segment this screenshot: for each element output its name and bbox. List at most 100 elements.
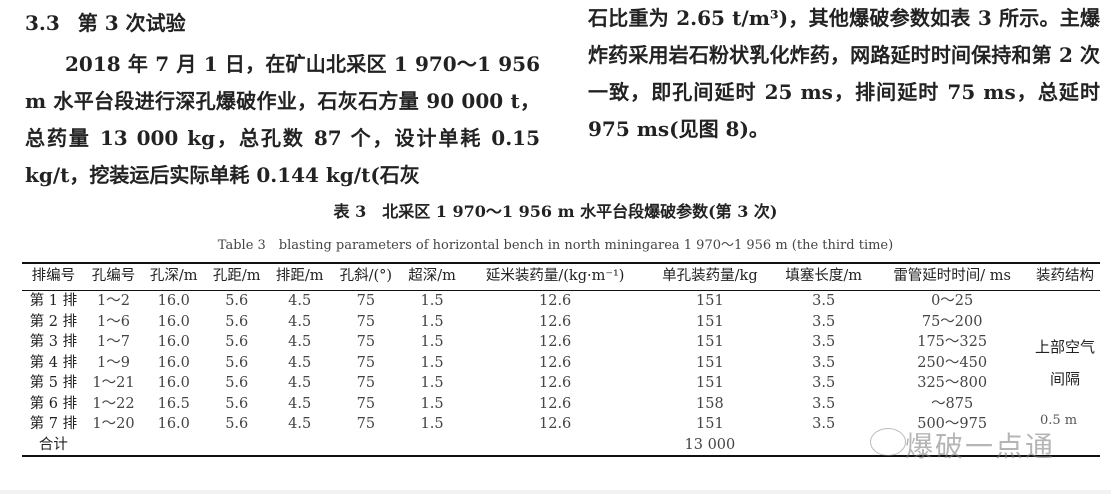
- column-header: 孔距/m: [205, 263, 269, 291]
- table-header-row: 排编号 孔编号 孔深/m 孔距/m 排距/m 孔斜/(°) 超深/m 延米装药量/(kg·m⁻…: [22, 263, 1100, 291]
- table-cell: 第 3 排: [29, 334, 78, 350]
- table-cell: [773, 435, 874, 457]
- table-cell: 1.5: [420, 395, 444, 412]
- column-header: 雷管延时时间/ ms: [874, 263, 1030, 291]
- table-cell: 4.5: [288, 354, 312, 371]
- table-row: 第 2 排 1～6 16.0 5.6 4.5 75 1.5 12.6 151 3.5 75～200: [22, 312, 1100, 333]
- column-header: 孔编号: [84, 263, 143, 291]
- table-cell: 12.6: [539, 416, 572, 432]
- table-cell: 1.5: [420, 293, 444, 309]
- table-cell: [85, 435, 143, 457]
- column-header: 装药结构: [1030, 263, 1100, 291]
- column-header: 超深/m: [400, 263, 464, 291]
- table-cell: 75: [356, 293, 376, 309]
- table-cell: 3.5: [812, 395, 836, 412]
- table-cell: 12.6: [539, 354, 572, 371]
- column-header: 延米装药量/(kg·m⁻¹): [463, 263, 647, 291]
- table-cell: 1～20: [92, 416, 135, 432]
- table-cell: 175～325: [917, 334, 988, 350]
- table-cell: 3.5: [812, 416, 836, 432]
- table-cell: 1～9: [97, 354, 130, 371]
- table-cell: 1～7: [97, 334, 130, 350]
- table-cell: 75: [356, 395, 376, 412]
- table-cell: 4.5: [288, 334, 312, 350]
- table-cell: 13 000: [684, 436, 736, 453]
- table-cell: 第 7 排: [29, 416, 78, 432]
- table-caption-en: Table 3 blasting parameters of horizonta…: [217, 238, 894, 253]
- table-cell: 12.6: [539, 375, 572, 391]
- table-cell: 5.6: [225, 313, 249, 330]
- table-cell: 151: [696, 354, 724, 371]
- table-cell: 5.6: [225, 375, 249, 391]
- table-cell: [268, 435, 331, 457]
- table-row: 第 6 排 1～22 16.5 5.6 4.5 75 1.5 12.6 158 3.5 ～875: [22, 394, 1100, 415]
- watermark-logo: 爆破一点通: [905, 430, 1056, 463]
- table-cell: 12.6: [539, 395, 572, 412]
- blasting-parameters-table: 排编号 孔编号 孔深/m 孔距/m 排距/m 孔斜/(°) 超深/m 延米装药量/(kg·m⁻…: [22, 262, 1100, 457]
- table-cell: 151: [696, 334, 724, 350]
- table-cell: 5.6: [225, 334, 249, 350]
- table-cell: 151: [696, 416, 724, 432]
- table-cell: [142, 435, 205, 457]
- table-cell: 151: [696, 375, 724, 391]
- table-cell: 3.5: [812, 375, 836, 391]
- right-column: 石比重为 2.65 t/m³)，其他爆破参数如表 3 所示。主爆炸药采用岩石粉状…: [588, 0, 1100, 148]
- table-cell: 75: [356, 334, 376, 350]
- table-cell: 4.5: [288, 375, 312, 391]
- table-row: 第 1 排 1～2 16.0 5.6 4.5 75 1.5 12.6 151 3.5 0～25 上部空…: [22, 291, 1100, 388]
- wechat-icon: [870, 428, 906, 456]
- table-row: 第 5 排 1～21 16.0 5.6 4.5 75 1.5 12.6 151 3.5 325～80…: [22, 373, 1100, 394]
- table-cell: 16.0: [157, 334, 190, 350]
- table-cell: 5.6: [225, 416, 249, 432]
- table-cell: 16.0: [157, 375, 190, 391]
- table-cell: 158: [696, 395, 724, 412]
- total-row: 合计 13 000: [22, 435, 1100, 457]
- table-cell: 1.5: [420, 416, 444, 432]
- table-cell: 325～800: [917, 375, 988, 391]
- table-cell: 1～22: [92, 395, 135, 412]
- table-cell: 75: [356, 416, 376, 432]
- left-paragraph: 2018 年 7 月 1 日，在矿山北采区 1 970～1 956 m 水平台段…: [25, 52, 540, 187]
- table-cell: 1～21: [92, 375, 135, 391]
- section-number: 3.3: [25, 11, 60, 35]
- table-cell: [205, 435, 268, 457]
- table-cell: [464, 435, 647, 457]
- table-row: 第 7 排 1～20 16.0 5.6 4.5 75 1.5 12.6 151 3.5 500～97…: [22, 414, 1100, 435]
- bottom-bar: [0, 490, 1111, 494]
- table-cell: 第 2 排: [29, 313, 78, 330]
- section-heading: 3.3 第 3 次试验: [25, 0, 540, 46]
- table-cell: 第 5 排: [29, 375, 78, 391]
- column-header: 孔斜/(°): [331, 263, 401, 291]
- column-header: 排编号: [22, 263, 85, 291]
- table-cell: 3.5: [812, 334, 836, 350]
- table-cell: 5.6: [225, 293, 249, 309]
- table-cell: 1.5: [420, 313, 444, 330]
- charge-structure-cell: 上部空气间隔: [1034, 337, 1095, 388]
- table-cell: 16.0: [157, 313, 190, 330]
- table-cell: 16.0: [157, 354, 190, 371]
- table-cell: 12.6: [539, 334, 572, 350]
- table-cell: 第 1 排: [29, 293, 78, 309]
- table-cell: 151: [696, 313, 724, 330]
- table-cell: 0～25: [931, 293, 974, 309]
- table-cell: 16.5: [157, 395, 190, 412]
- table-cell: 75: [356, 375, 376, 391]
- table-row: 第 3 排 1～7 16.0 5.6 4.5 75 1.5 12.6 151 3.5 175～325: [22, 332, 1100, 353]
- table-cell: 500～975: [917, 416, 988, 432]
- column-header: 孔深/m: [142, 263, 206, 291]
- table-cell: 3.5: [812, 313, 836, 330]
- section-title: 第 3 次试验: [77, 11, 186, 35]
- table-cell: 250～450: [917, 354, 988, 371]
- table-cell: 12.6: [539, 313, 572, 330]
- table-cell: 75: [356, 313, 376, 330]
- table-cell: 75: [356, 354, 376, 371]
- structure-note: 0.5 m: [1040, 413, 1078, 428]
- table-cell: 3.5: [812, 293, 836, 309]
- column-header: 填塞长度/m: [773, 263, 875, 291]
- table-cell: 75～200: [921, 313, 983, 330]
- table-cell: 4.5: [288, 416, 312, 432]
- table-caption-cn: 表 3 北采区 1 970～1 956 m 水平台段爆破参数(第 3 次): [333, 202, 778, 221]
- right-paragraph: 石比重为 2.65 t/m³)，其他爆破参数如表 3 所示。主爆炸药采用岩石粉状…: [588, 6, 1100, 141]
- table-cell: 4.5: [288, 293, 312, 309]
- table-cell: 1～6: [97, 313, 130, 330]
